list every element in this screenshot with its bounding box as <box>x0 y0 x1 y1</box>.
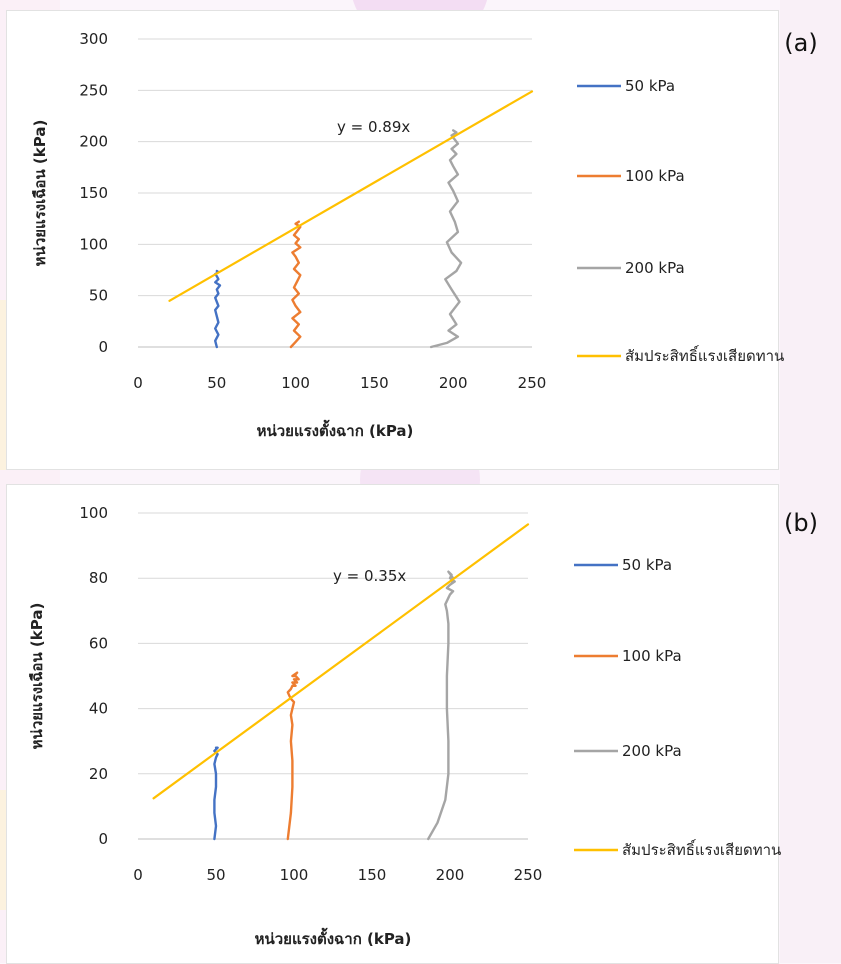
x-axis-title-a: หน่วยแรงตั้งฉาก (kPa) <box>257 419 414 440</box>
x-tick-label-b: 150 <box>358 866 387 884</box>
x-axis-title-b: หน่วยแรงตั้งฉาก (kPa) <box>255 927 412 948</box>
legend-label-a-1: 50 kPa <box>625 77 675 95</box>
series-line-b-3 <box>427 570 456 841</box>
legend-label-a-2: 100 kPa <box>625 167 685 185</box>
series-line-a-2 <box>289 220 302 349</box>
panel-label-a: (a) <box>784 29 817 57</box>
y-tick-label-b: 100 <box>79 504 108 522</box>
y-tick-label-a: 50 <box>89 287 108 305</box>
x-tick-label-a: 250 <box>518 374 547 392</box>
trendline-equation-b: y = 0.35x <box>333 567 406 585</box>
legend-label-b-4: สัมประสิทธิ์แรงเสียดทาน <box>622 839 781 859</box>
y-tick-label-a: 200 <box>79 133 108 151</box>
chart-panel-b: 0 20 40 60 80 100 0 50 100 150 200 250 y = 0.35x (b) 5… <box>6 484 818 964</box>
x-tick-label-b: 250 <box>514 866 543 884</box>
y-tick-label-b: 40 <box>89 700 108 718</box>
y-axis-title-a: หน่วยแรงเฉือน (kPa) <box>31 120 49 267</box>
chart-panel-a: 0 50 100 150 200 250 300 0 50 100 150 200 250 y = 0.8… <box>6 10 818 470</box>
chart-a: 0 50 100 150 200 250 300 0 50 100 150 200 250 y = 0.8… <box>31 29 818 440</box>
y-tick-label-b: 60 <box>89 634 108 652</box>
x-tick-label-a: 0 <box>133 374 143 392</box>
x-tick-label-a: 200 <box>439 374 468 392</box>
x-tick-label-b: 200 <box>436 866 465 884</box>
series-line-b-4 <box>152 523 530 800</box>
y-axis-title-b: หน่วยแรงเฉือน (kPa) <box>28 603 46 750</box>
chart-b: 0 20 40 60 80 100 0 50 100 150 200 250 y = 0.35x (b) 5… <box>28 504 818 948</box>
x-tick-label-a: 50 <box>207 374 226 392</box>
series-line-b-2 <box>286 671 300 841</box>
series-line-b-1 <box>213 746 219 841</box>
x-tick-label-a: 150 <box>360 374 389 392</box>
series-line-a-4 <box>168 90 534 302</box>
trendline-equation-a: y = 0.89x <box>337 118 410 136</box>
legend-label-b-3: 200 kPa <box>622 742 682 760</box>
y-tick-label-a: 100 <box>79 235 108 253</box>
series-line-a-1 <box>213 269 222 349</box>
x-tick-label-b: 50 <box>206 866 225 884</box>
panel-label-b: (b) <box>784 509 818 537</box>
x-tick-label-b: 100 <box>280 866 309 884</box>
legend-label-a-4: สัมประสิทธิ์แรงเสียดทาน <box>625 345 784 365</box>
y-tick-label-a: 300 <box>79 30 108 48</box>
y-tick-label-a: 0 <box>98 338 108 356</box>
x-tick-label-b: 0 <box>133 866 143 884</box>
y-tick-label-b: 20 <box>89 765 108 783</box>
y-tick-label-a: 150 <box>79 184 108 202</box>
legend-label-a-3: 200 kPa <box>625 259 685 277</box>
series-line-a-3 <box>429 129 463 349</box>
y-tick-label-b: 0 <box>98 830 108 848</box>
y-tick-label-b: 80 <box>89 569 108 587</box>
y-tick-label-a: 250 <box>79 81 108 99</box>
x-tick-label-a: 100 <box>281 374 310 392</box>
legend-label-b-2: 100 kPa <box>622 647 682 665</box>
legend-label-b-1: 50 kPa <box>622 556 672 574</box>
